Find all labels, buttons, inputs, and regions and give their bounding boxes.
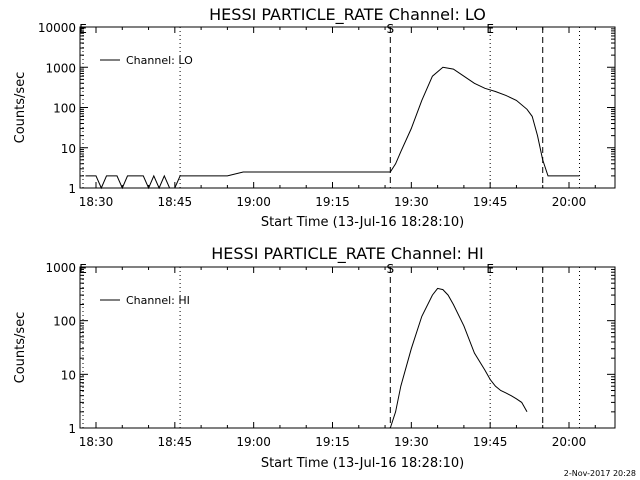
x-tick-label: 18:30 [79,195,114,209]
plot-frame [79,266,616,429]
footer-date-stamp: 2-Nov-2017 20:28 [564,469,636,478]
x-tick-label: 20:00 [552,195,587,209]
y-axis-label: Counts/sec [13,72,28,144]
x-tick-label: 19:45 [473,195,508,209]
x-tick-label: 20:00 [552,435,587,449]
x-tick-label: 19:00 [236,435,271,449]
data-series-line [85,66,580,190]
y-tick-label: 1000 [45,261,76,275]
event-line-label: S [386,262,394,276]
y-tick-label: 100 [53,102,76,116]
x-axis-label: Start Time (13-Jul-16 18:28:10) [261,215,464,230]
x-tick-label: 19:45 [473,435,508,449]
chart-title: HESSI PARTICLE_RATE Channel: HI [211,244,484,264]
event-line-label: S [386,22,394,36]
y-tick-label: 1 [68,182,76,196]
y-tick-label: 10000 [38,21,76,35]
chart-title: HESSI PARTICLE_RATE Channel: LO [209,5,486,25]
event-line-label: E [79,22,87,36]
x-tick-label: 19:00 [236,195,271,209]
x-tick-label: 19:15 [315,435,350,449]
plot-frame [79,26,616,189]
y-tick-label: 100 [53,315,76,329]
x-tick-label: 18:45 [158,435,193,449]
event-line-label: E [79,262,87,276]
x-axis-label: Start Time (13-Jul-16 18:28:10) [261,456,464,471]
x-tick-label: 19:30 [394,195,429,209]
legend-label: Channel: LO [126,54,193,67]
y-tick-label: 10 [61,142,76,156]
y-tick-label: 1000 [45,61,76,75]
x-tick-label: 18:45 [158,195,193,209]
event-line-label: E [486,262,494,276]
legend-label: Channel: HI [126,294,190,307]
data-series-line [389,287,528,429]
y-tick-label: 10 [61,368,76,382]
y-axis-label: Counts/sec [13,312,28,384]
event-line-label: E [486,22,494,36]
x-tick-label: 19:15 [315,195,350,209]
x-tick-label: 19:30 [394,435,429,449]
y-tick-label: 1 [68,422,76,436]
x-tick-label: 18:30 [79,435,114,449]
